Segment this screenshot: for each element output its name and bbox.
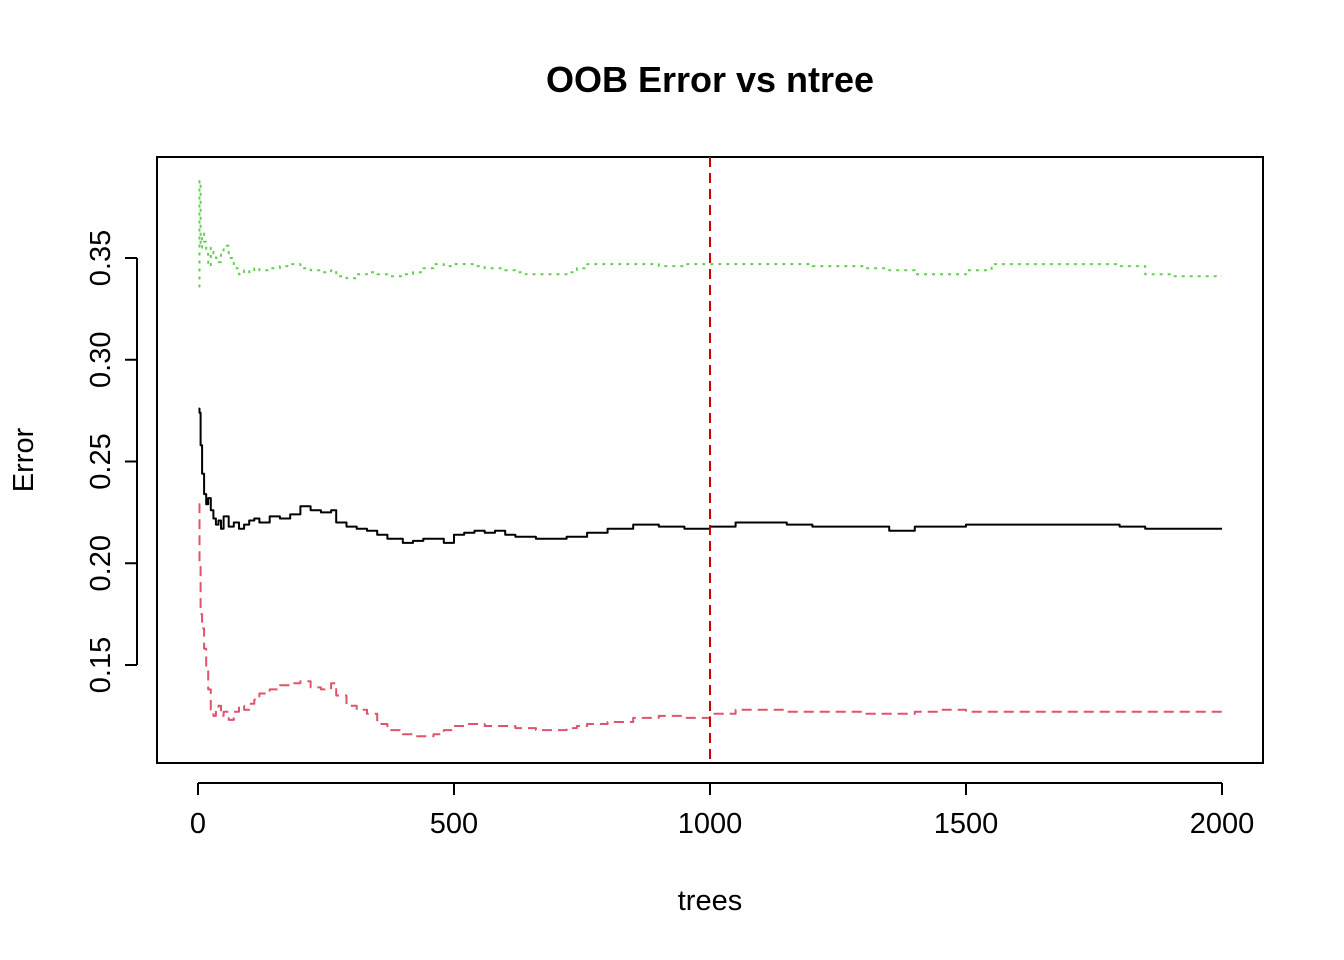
y-axis: 0.15 0.20 0.25 0.30 0.35	[85, 230, 138, 693]
y-tick-label: 0.35	[85, 230, 117, 286]
series-line-3	[198, 179, 1222, 288]
x-axis: 0 500 1000 1500 2000	[190, 782, 1255, 840]
x-tick-label: 1500	[934, 808, 999, 840]
x-tick-label: 1000	[678, 808, 743, 840]
series-line-1	[198, 407, 1222, 544]
chart-title: OOB Error vs ntree	[546, 59, 874, 100]
x-tick-label: 0	[190, 808, 206, 840]
plot-area	[198, 157, 1222, 763]
y-tick-label: 0.30	[85, 332, 117, 388]
y-tick-label: 0.20	[85, 535, 117, 591]
y-axis-title: Error	[8, 427, 40, 492]
y-tick-label: 0.15	[85, 637, 117, 693]
x-tick-label: 500	[430, 808, 478, 840]
y-tick-label: 0.25	[85, 433, 117, 489]
x-axis-title: trees	[678, 885, 742, 917]
x-tick-label: 2000	[1190, 808, 1255, 840]
